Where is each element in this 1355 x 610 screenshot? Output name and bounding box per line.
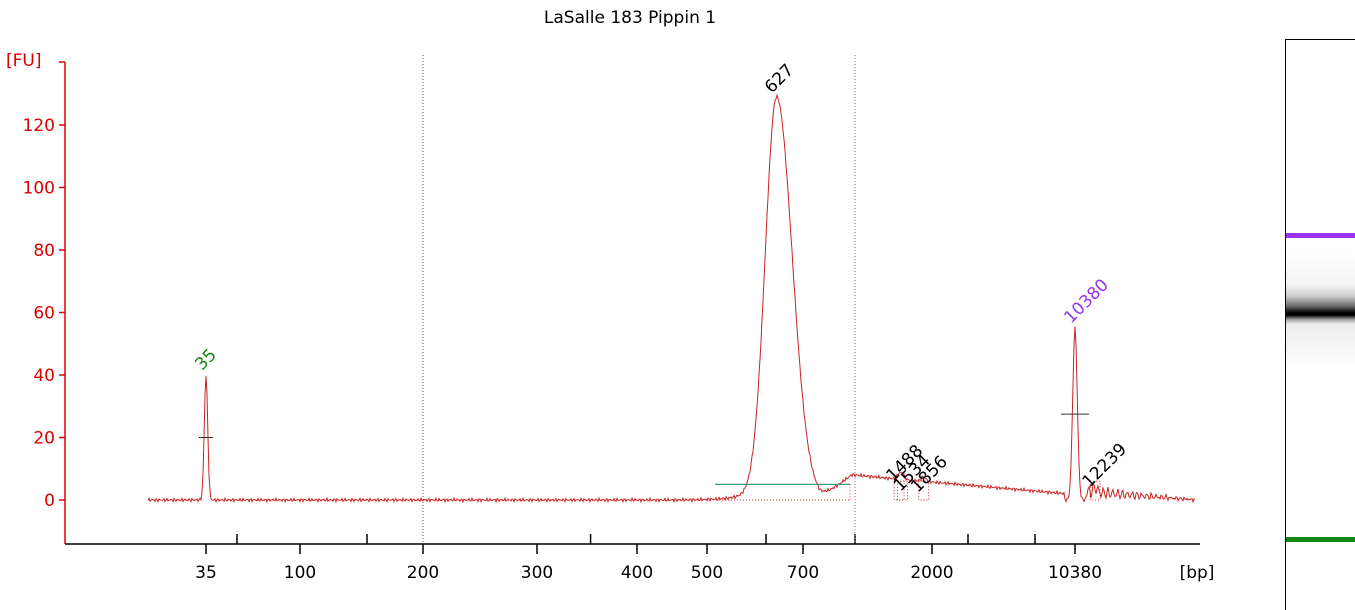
y-tick-label: 80 [33, 241, 55, 261]
x-tick-label: 400 [621, 563, 653, 583]
small-peak-box [1089, 480, 1101, 501]
x-axis-label: [bp] [1180, 563, 1215, 583]
x-tick-label: 200 [407, 563, 439, 583]
x-tick-label: 500 [691, 563, 723, 583]
y-tick-label: 100 [23, 179, 55, 199]
gel-lane [1285, 39, 1355, 610]
electropherogram-chart: [FU] 0 20 40 60 80 100 120 35 100 200 300 400 500 700 2… [6, 51, 1215, 583]
chart-title: LaSalle 183 Pippin 1 [543, 8, 717, 28]
y-axis-label: [FU] [6, 51, 42, 71]
y-tick-label: 0 [44, 491, 55, 511]
small-peak-box [893, 480, 905, 501]
x-tick-label: 10380 [1048, 563, 1102, 583]
x-tick-label: 2000 [910, 563, 953, 583]
y-tick-label: 60 [33, 304, 55, 324]
small-peak-box [896, 480, 908, 501]
y-tick-label: 20 [33, 429, 55, 449]
x-tick-label: 100 [284, 563, 316, 583]
gel-upper-marker-band [1286, 233, 1355, 238]
peak-label: 627 [761, 60, 798, 97]
trace-line [147, 93, 1196, 504]
y-tick-label: 120 [23, 116, 55, 136]
x-tick-label: 35 [195, 563, 217, 583]
upper-marker-label: 10380 [1060, 275, 1112, 327]
x-tick-label: 300 [521, 563, 553, 583]
small-peak-box [918, 480, 930, 501]
x-tick-label: 700 [787, 563, 819, 583]
peak-label: 12239 [1079, 440, 1131, 492]
gel-lower-marker-band [1286, 537, 1355, 542]
y-tick-label: 40 [33, 366, 55, 386]
lower-marker-label: 35 [191, 345, 220, 374]
gel-main-band [1286, 284, 1355, 324]
